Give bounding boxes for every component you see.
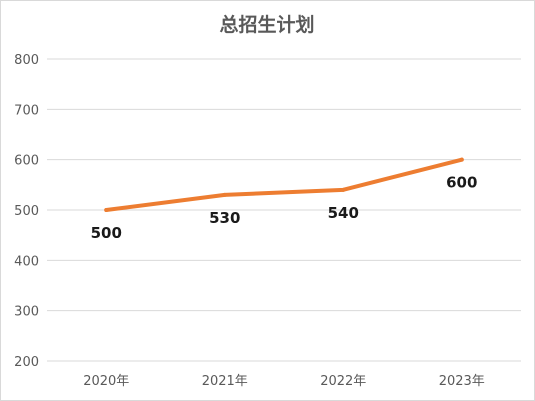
- data-label-4: 600: [446, 174, 477, 192]
- y-tick-label-600: 600: [14, 154, 39, 169]
- data-label-1: 500: [91, 224, 122, 242]
- data-point-3: [341, 187, 346, 192]
- data-labels: 500 530 540 600: [91, 174, 478, 242]
- y-tick-label-400: 400: [14, 254, 39, 269]
- data-point-4: [459, 157, 464, 162]
- x-tick-label-4: 2023年: [439, 374, 485, 389]
- x-tick-label-1: 2020年: [83, 374, 129, 389]
- y-tick-label-500: 500: [14, 204, 39, 219]
- chart-title: 总招生计划: [219, 13, 314, 36]
- y-tick-label-200: 200: [14, 355, 39, 370]
- data-label-2: 530: [209, 209, 240, 227]
- x-tick-label-3: 2022年: [320, 374, 366, 389]
- y-tick-label-700: 700: [14, 103, 39, 118]
- series-line-1: [104, 157, 464, 212]
- x-axis: 2020年 2021年 2022年 2023年: [83, 374, 485, 389]
- y-tick-label-800: 800: [14, 53, 39, 68]
- data-point-2: [222, 192, 227, 197]
- data-label-3: 540: [328, 204, 359, 222]
- x-tick-label-2: 2021年: [202, 374, 248, 389]
- y-tick-label-300: 300: [14, 305, 39, 320]
- data-point-1: [104, 208, 109, 212]
- series-group: [104, 157, 464, 212]
- y-axis: 200 300 400 500 600 700 800: [14, 53, 39, 370]
- grid-lines: [47, 58, 521, 362]
